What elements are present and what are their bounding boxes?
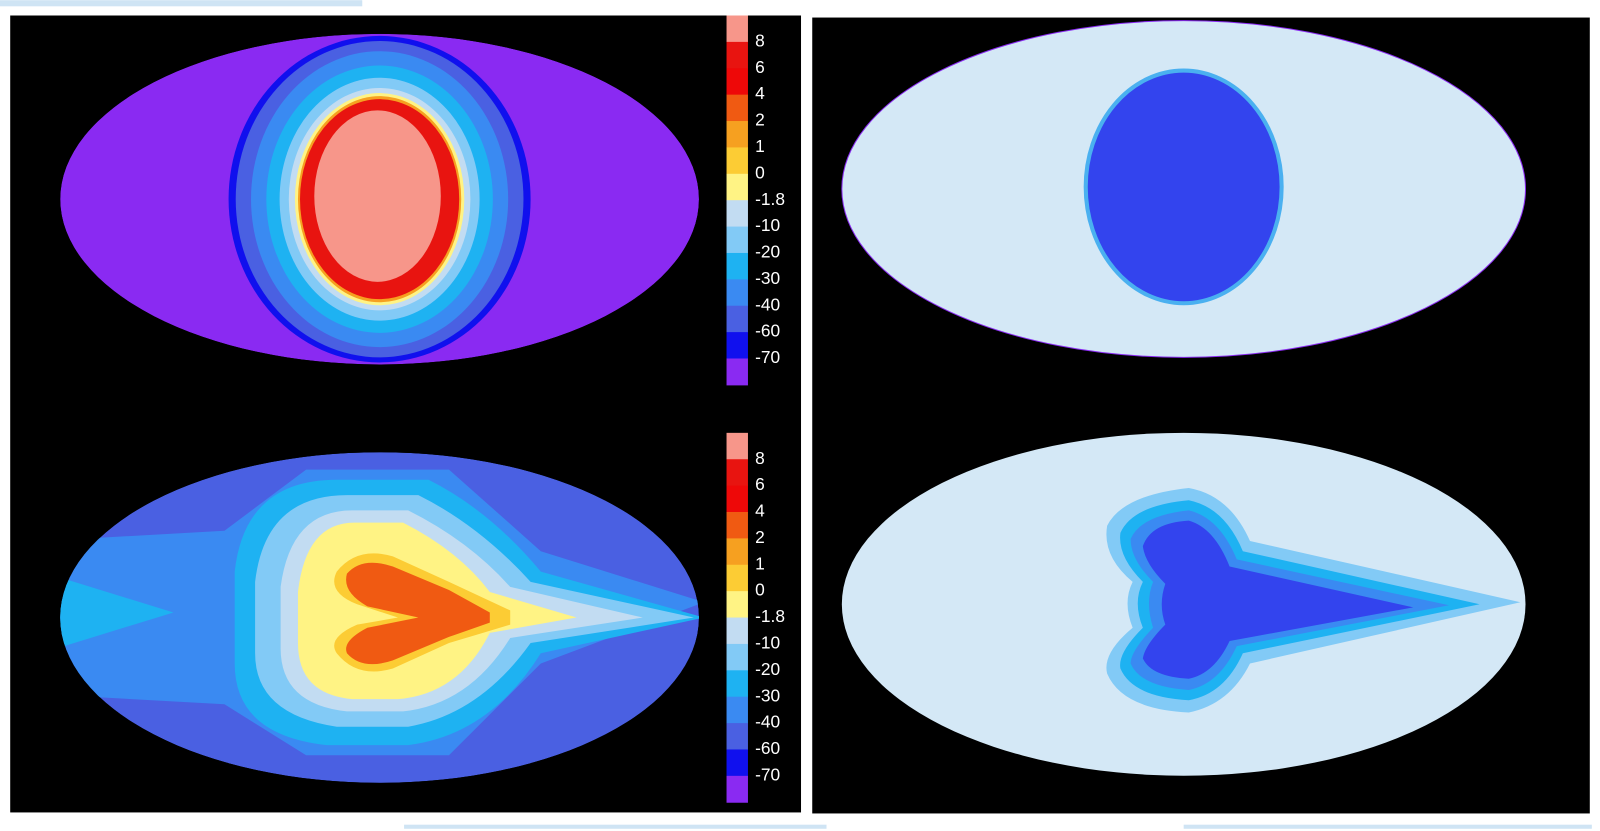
colorbar-segment xyxy=(726,432,748,460)
colorbar-label: -40 xyxy=(755,294,780,314)
colorbar-label: 2 xyxy=(755,110,765,130)
colorbar-segment xyxy=(726,332,748,360)
colorbar-label: -70 xyxy=(755,347,780,367)
colorbar-segment xyxy=(726,305,748,333)
colorbar-segment xyxy=(726,485,748,513)
colorbar-segment xyxy=(726,459,748,487)
colorbar-segment xyxy=(726,696,748,724)
colorbar-segment xyxy=(726,723,748,750)
colorbar-label: 6 xyxy=(755,57,765,77)
decor-strip xyxy=(1183,824,1592,829)
map-top-left xyxy=(60,33,699,365)
colorbar-segment xyxy=(726,226,748,254)
map-bottom-right xyxy=(841,432,1526,776)
colorbar-segment xyxy=(726,15,748,43)
colorbar-label: -30 xyxy=(755,685,780,705)
colorbar-segment xyxy=(726,775,748,803)
colorbar-label: -20 xyxy=(755,242,780,262)
colorbar-label: 2 xyxy=(755,527,765,547)
colorbar-segment xyxy=(726,591,748,619)
colorbar-label: 0 xyxy=(755,580,765,600)
colorbar-segment xyxy=(726,41,748,69)
map-top-right xyxy=(841,20,1527,358)
colorbar-label: -70 xyxy=(755,764,780,784)
colorbar-segment xyxy=(726,643,748,671)
colorbar-label: 4 xyxy=(755,501,765,521)
colorbar-label: 4 xyxy=(755,83,765,103)
colorbar-label: -40 xyxy=(755,712,780,732)
colorbar-segment xyxy=(726,147,748,175)
colorbar-segment xyxy=(726,68,748,96)
colorbar-segment xyxy=(726,749,748,777)
colorbar-segment xyxy=(726,670,748,698)
colorbar-label: -1.8 xyxy=(755,606,785,626)
colorbar-segment xyxy=(726,564,748,592)
colorbar-segment xyxy=(726,279,748,307)
colorbar-label: -1.8 xyxy=(755,189,785,209)
colorbar-label: -10 xyxy=(755,633,780,653)
colorbar-segment xyxy=(726,358,748,386)
decor-strip xyxy=(0,0,363,7)
colorbar-segment xyxy=(726,538,748,566)
colorbar-label: 6 xyxy=(755,474,765,494)
colorbar-label: 1 xyxy=(755,136,765,156)
colorbar-segment xyxy=(726,121,748,148)
colorbar-segment xyxy=(726,512,748,539)
decor-strip xyxy=(404,824,827,829)
colorbar-segment xyxy=(726,94,748,122)
colorbar-label: -10 xyxy=(755,215,780,235)
colorbar-segment xyxy=(726,173,748,201)
colorbar-segment xyxy=(726,200,748,228)
colorbar-segment xyxy=(726,617,748,645)
colorbar-label: 0 xyxy=(755,162,765,182)
colorbar-label: -30 xyxy=(755,268,780,288)
colorbar-label: 1 xyxy=(755,553,765,573)
colorbar-label: -60 xyxy=(755,321,780,341)
map-bottom-left xyxy=(60,452,699,783)
colorbar-label: -20 xyxy=(755,659,780,679)
colorbar-label: -60 xyxy=(755,738,780,758)
colorbar-label: 8 xyxy=(755,30,765,50)
colorbar-segment xyxy=(726,252,748,280)
colorbar-label: 8 xyxy=(755,448,765,468)
